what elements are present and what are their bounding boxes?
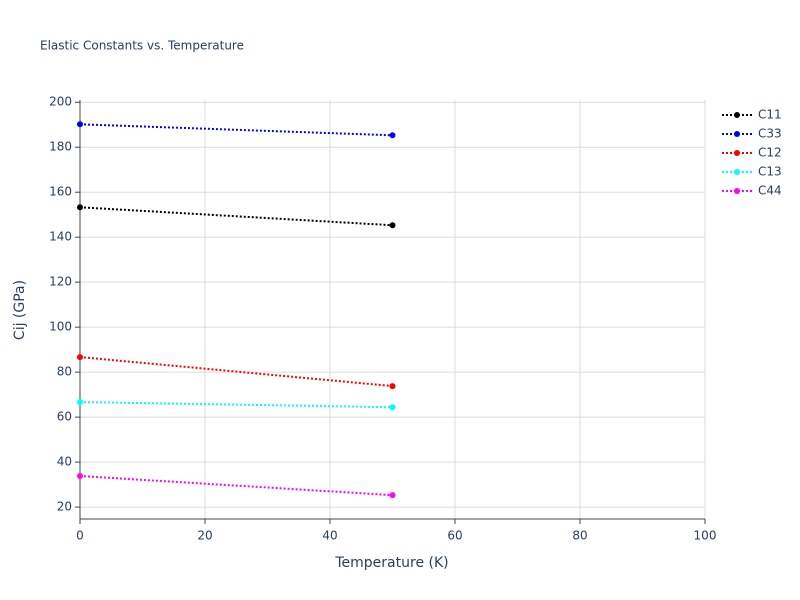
y-tick-label: 40 (57, 455, 72, 469)
y-tick-label: 200 (49, 95, 72, 109)
data-point (77, 399, 83, 406)
y-tick-label: 80 (57, 365, 72, 379)
data-point (389, 132, 396, 139)
data-point (389, 222, 396, 229)
x-tick-label: 60 (447, 529, 462, 543)
data-point (389, 492, 396, 499)
series-line (79, 123, 393, 137)
legend-label: C12 (758, 146, 782, 160)
legend-label: C44 (758, 184, 782, 198)
series-line (79, 356, 393, 388)
x-tick-label: 100 (694, 529, 717, 543)
y-axis-label: Cij (GPa) (12, 280, 28, 340)
series-line (79, 401, 393, 409)
data-point (389, 383, 396, 390)
x-tick-label: 80 (572, 529, 587, 543)
legend-marker (734, 150, 740, 156)
legend-marker (734, 188, 740, 194)
data-point (77, 121, 83, 128)
series-line (79, 206, 393, 227)
data-point (77, 204, 83, 211)
legend-marker (734, 112, 740, 118)
x-axis-label: Temperature (K) (334, 555, 448, 571)
data-point (77, 354, 83, 361)
y-tick-label: 20 (57, 500, 72, 514)
y-tick-label: 160 (49, 185, 72, 199)
x-tick-label: 0 (76, 529, 84, 543)
y-tick-label: 180 (49, 140, 72, 154)
x-tick-label: 40 (322, 529, 337, 543)
y-tick-label: 60 (57, 410, 72, 424)
chart-title: Elastic Constants vs. Temperature (40, 39, 244, 53)
x-tick-label: 20 (197, 529, 212, 543)
data-point (389, 404, 396, 411)
legend-label: C13 (758, 165, 782, 179)
y-tick-label: 140 (49, 230, 72, 244)
series-line (79, 475, 393, 497)
y-tick-label: 120 (49, 275, 72, 289)
legend-label: C11 (758, 108, 782, 122)
legend-label: C33 (758, 127, 782, 141)
legend-marker (734, 169, 740, 175)
data-point (77, 473, 83, 480)
legend-marker (734, 131, 740, 137)
y-tick-label: 100 (49, 320, 72, 334)
